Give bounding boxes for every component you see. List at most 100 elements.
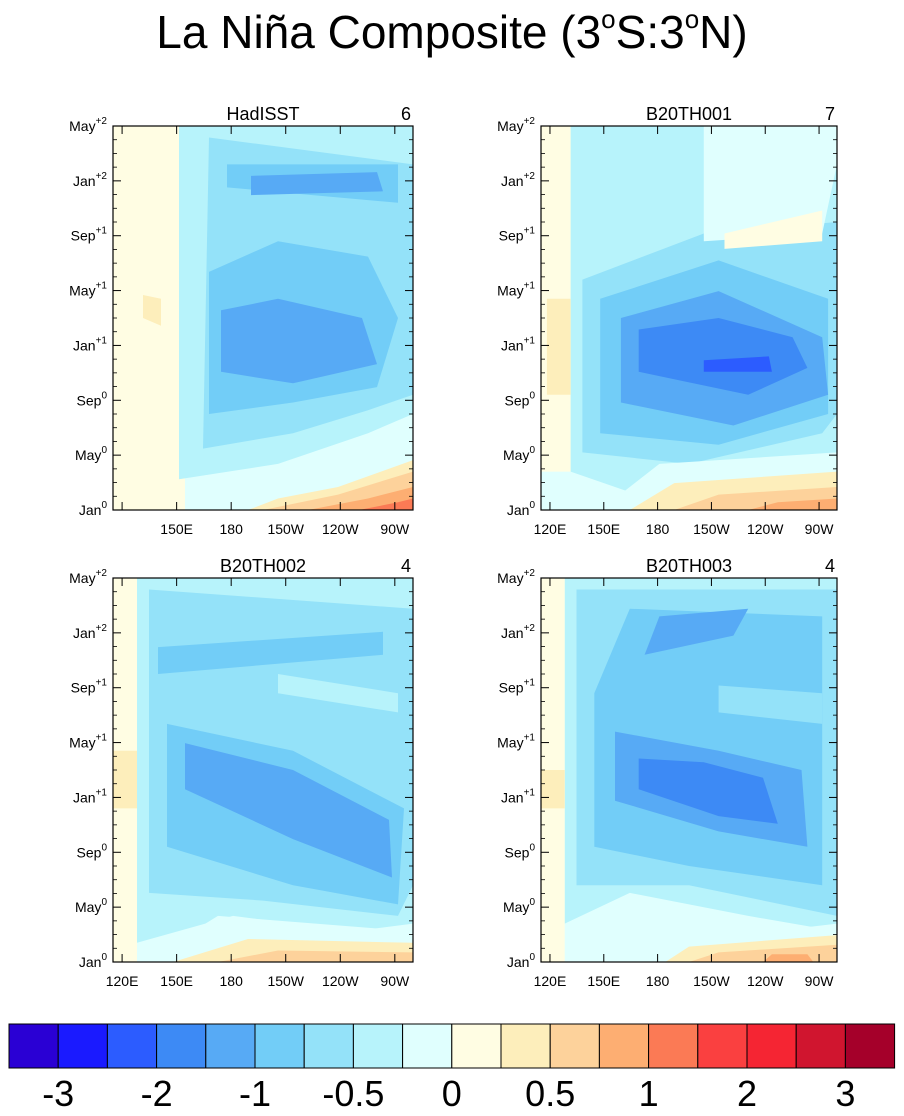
contour-fill-9	[218, 950, 413, 962]
x-tick-label: 90W	[380, 521, 410, 537]
x-tick-label: 150E	[587, 973, 620, 989]
colorbar-swatch	[844, 1023, 896, 1069]
contour-fill-6	[251, 172, 383, 196]
contour-fill-3	[185, 743, 392, 878]
y-tick-label: May0	[75, 445, 107, 463]
panel-title: B20TH002	[220, 556, 306, 576]
y-tick-label: Sep+1	[71, 678, 108, 696]
x-tick-label: 180	[220, 521, 244, 537]
y-tick-label: Sep0	[505, 842, 536, 860]
colorbar-swatch	[254, 1023, 305, 1069]
colorbar-swatch	[106, 1023, 158, 1069]
contour-fill-11	[763, 954, 814, 962]
panel-title: HadISST	[226, 104, 299, 124]
contour-fill-4	[221, 298, 377, 384]
colorbar-label: 2	[737, 1073, 757, 1114]
x-tick-label: 90W	[805, 973, 835, 989]
y-tick-label: Jan0	[79, 952, 108, 970]
y-tick-label: Jan0	[507, 500, 536, 518]
colorbar-swatch	[156, 1023, 207, 1069]
y-tick-label: May+1	[497, 733, 535, 751]
colorbar-label: 3	[835, 1073, 855, 1114]
colorbar-swatch	[451, 1023, 502, 1069]
colorbar-label: -0.5	[322, 1073, 384, 1114]
colorbar-swatch	[697, 1023, 748, 1069]
colorbar-swatch	[205, 1023, 256, 1069]
colorbar-label: -2	[141, 1073, 173, 1114]
x-tick-label: 120W	[322, 973, 359, 989]
contour-fill-10	[113, 750, 137, 809]
y-tick-label: Jan0	[79, 500, 108, 518]
panel-count: 4	[825, 556, 835, 576]
colorbar-swatch	[402, 1023, 453, 1069]
x-tick-label: 120W	[322, 521, 359, 537]
colorbar-swatch	[303, 1023, 354, 1069]
y-tick-label: Sep+1	[71, 226, 108, 244]
panel-field	[113, 126, 413, 510]
contour-fill-11	[359, 498, 413, 510]
contour-fill-4	[278, 674, 398, 713]
panel-b20th003: B20TH003 4 Jan0 May0 Sep0 Jan+1 May+1 Sep+1 Jan+…	[497, 556, 838, 989]
x-tick-label: 120W	[747, 521, 784, 537]
y-tick-label: Jan+1	[501, 787, 535, 805]
contour-fill-10	[308, 487, 413, 510]
x-tick-label: 90W	[380, 973, 410, 989]
y-tick-label: Sep0	[505, 390, 536, 408]
y-tick-label: May0	[503, 445, 535, 463]
contour-fill-12	[748, 498, 837, 510]
y-tick-label: Jan+1	[73, 335, 107, 353]
contour-fill-4	[638, 318, 808, 395]
y-tick-label: Jan+2	[73, 623, 107, 641]
y-tick-label: Sep+1	[499, 226, 536, 244]
colorbar: -3 -2 -1 -0.5 0 0.5 1 2 3	[8, 1023, 896, 1114]
panel-count: 6	[401, 104, 411, 124]
x-tick-label: 150W	[693, 973, 730, 989]
y-tick-label: Jan+2	[501, 623, 535, 641]
y-tick-label: Sep0	[77, 842, 108, 860]
y-tick-label: May+1	[69, 733, 107, 751]
x-tick-label: 150E	[587, 521, 620, 537]
contour-fill-4	[638, 758, 778, 824]
panel-field	[113, 578, 413, 962]
contour-fill-5	[703, 356, 772, 372]
x-tick-label: 150E	[160, 973, 193, 989]
x-tick-label: 120W	[747, 973, 784, 989]
colorbar-swatch	[549, 1023, 600, 1069]
x-tick-label: 150W	[693, 521, 730, 537]
colorbar-label: 0	[442, 1073, 462, 1114]
x-tick-label: 150W	[267, 521, 304, 537]
contour-fill-5	[644, 608, 749, 655]
panel-field	[541, 578, 837, 962]
y-tick-label: Sep+1	[499, 678, 536, 696]
colorbar-swatch	[352, 1023, 404, 1069]
colorbar-swatch	[598, 1023, 650, 1069]
x-tick-label: 180	[646, 973, 670, 989]
panel-title: B20TH001	[646, 104, 732, 124]
y-tick-label: Jan+1	[73, 787, 107, 805]
y-tick-label: May+2	[69, 116, 107, 134]
figure-title: La Niña Composite (3oS:3oN)	[156, 4, 747, 58]
y-tick-label: May+1	[69, 281, 107, 299]
panel-count: 7	[825, 104, 835, 124]
contour-fill-13	[546, 298, 571, 395]
y-tick-label: May+1	[497, 281, 535, 299]
y-tick-label: May0	[503, 897, 535, 915]
contour-fill-6	[703, 126, 837, 242]
x-tick-label: 150E	[160, 521, 193, 537]
contour-fill-12	[541, 770, 565, 809]
colorbar-label: 0.5	[525, 1073, 575, 1114]
colorbar-swatch	[57, 1023, 108, 1069]
y-tick-label: May+2	[497, 116, 535, 134]
panel-count: 4	[401, 556, 411, 576]
contour-fill-5	[158, 631, 383, 674]
y-tick-label: May+2	[497, 568, 535, 586]
x-tick-label: 180	[220, 973, 244, 989]
y-tick-label: Jan0	[507, 952, 536, 970]
colorbar-swatch	[795, 1023, 846, 1069]
x-tick-label: 120E	[106, 973, 139, 989]
panel-hadisst: HadISST 6 Jan0 May0 Sep0 Jan+1 May+1 Sep+1 Jan+2…	[69, 104, 414, 537]
panels: HadISST 6 Jan0 May0 Sep0 Jan+1 May+1 Sep+1 Jan+2…	[69, 104, 838, 989]
panel-field	[541, 126, 837, 510]
colorbar-label: -3	[42, 1073, 74, 1114]
colorbar-label: 1	[639, 1073, 659, 1114]
